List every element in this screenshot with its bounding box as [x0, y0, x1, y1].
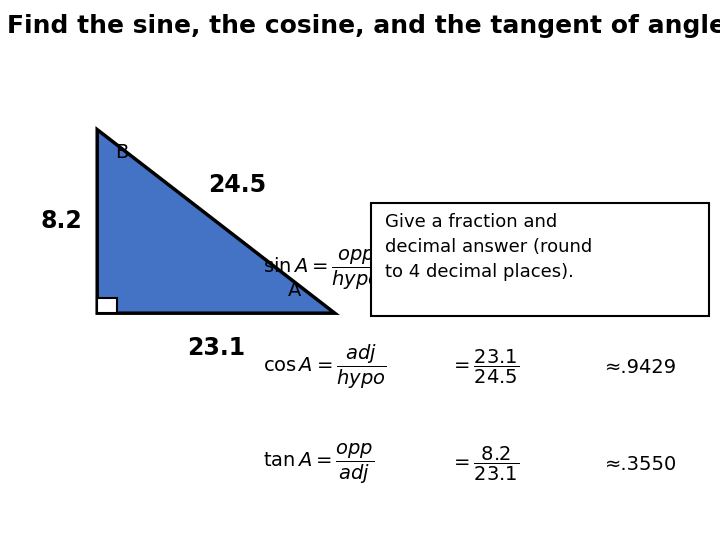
FancyBboxPatch shape	[371, 202, 709, 316]
Text: $= \dfrac{23.1}{24.5}$: $= \dfrac{23.1}{24.5}$	[450, 348, 519, 386]
Text: ≈.9429: ≈.9429	[605, 357, 677, 377]
Text: 24.5: 24.5	[209, 173, 266, 197]
Text: A: A	[288, 281, 302, 300]
Text: 23.1: 23.1	[187, 336, 245, 360]
Text: $\sin A = \dfrac{opp}{hypo}$: $\sin A = \dfrac{opp}{hypo}$	[263, 248, 382, 292]
Text: ≈.3550: ≈.3550	[605, 455, 677, 474]
Text: Find the sine, the cosine, and the tangent of angle A: Find the sine, the cosine, and the tange…	[7, 14, 720, 37]
Text: 8.2: 8.2	[40, 210, 82, 233]
Text: Give a fraction and
decimal answer (round
to 4 decimal places).: Give a fraction and decimal answer (roun…	[385, 213, 593, 281]
Text: $= \dfrac{8.2}{23.1}$: $= \dfrac{8.2}{23.1}$	[450, 446, 519, 483]
Polygon shape	[97, 130, 335, 313]
Text: $\cos A = \dfrac{adj}{hypo}$: $\cos A = \dfrac{adj}{hypo}$	[263, 343, 386, 391]
Text: B: B	[115, 143, 129, 162]
Text: $\tan A = \dfrac{opp}{adj}$: $\tan A = \dfrac{opp}{adj}$	[263, 442, 374, 487]
Polygon shape	[97, 298, 117, 313]
Text: $= \dfrac{8.2}{24.5}$: $= \dfrac{8.2}{24.5}$	[450, 251, 519, 289]
Text: ≈.3347: ≈.3347	[605, 260, 677, 280]
